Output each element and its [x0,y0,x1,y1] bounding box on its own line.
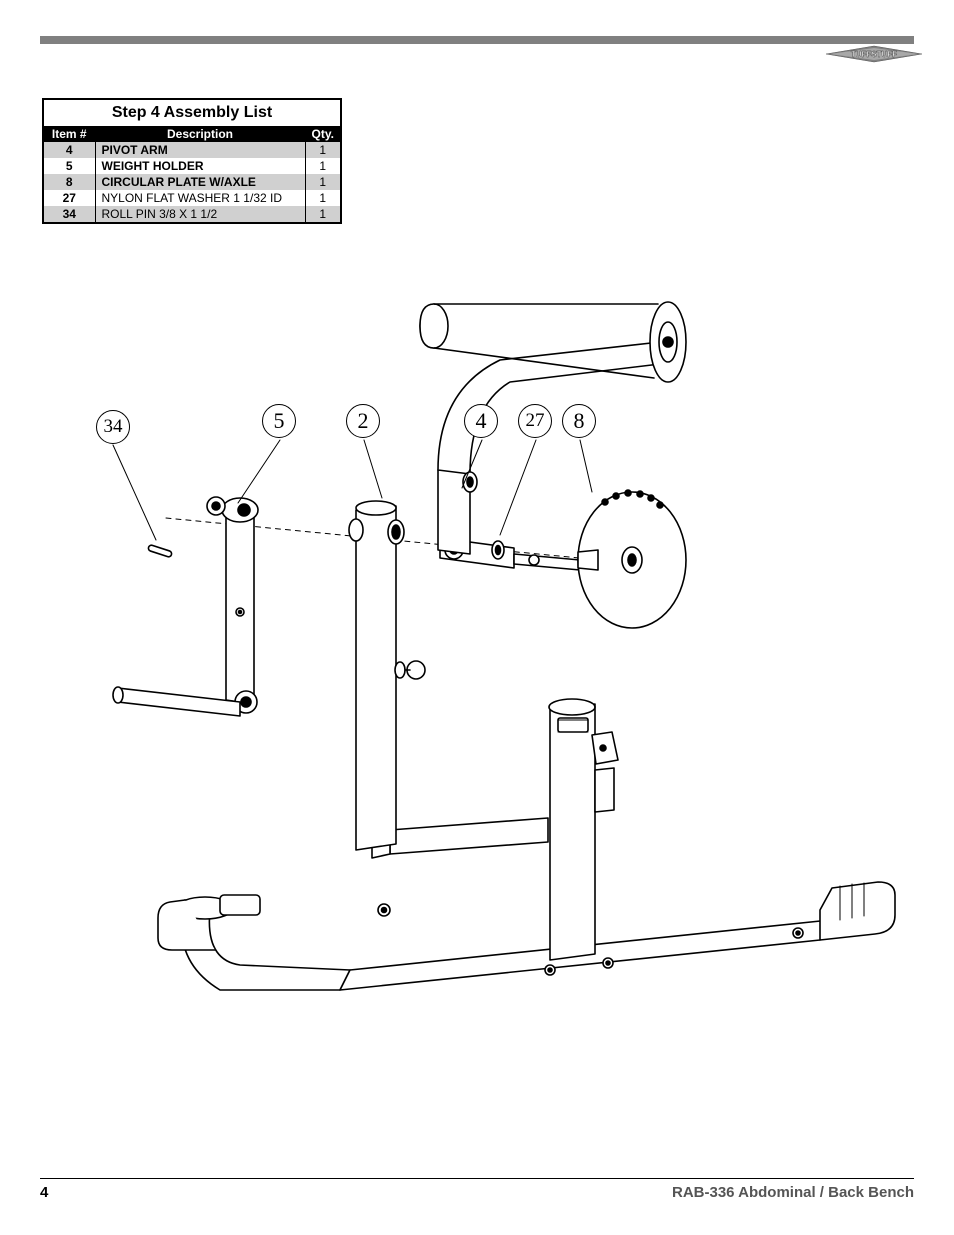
header-bar [40,36,914,44]
col-qty-header: Qty. [305,126,341,142]
cell-desc: CIRCULAR PLATE W/AXLE [95,174,305,190]
footer-rule [40,1178,914,1179]
cell-item: 8 [43,174,95,190]
cell-item: 5 [43,158,95,174]
col-desc-header: Description [95,126,305,142]
assembly-list-table: Step 4 Assembly List Item # Description … [42,98,342,224]
callout-27: 27 [518,404,552,438]
brand-logo: TUFFSTUFF [824,42,924,66]
cell-desc: WEIGHT HOLDER [95,158,305,174]
callout-8: 8 [562,404,596,438]
nylon-washer [492,541,504,559]
circular-plate [514,490,686,628]
roll-pin [148,544,173,557]
cell-qty: 1 [305,174,341,190]
weight-holder [113,497,363,716]
cell-qty: 1 [305,142,341,158]
cell-qty: 1 [305,158,341,174]
table-row: 5WEIGHT HOLDER1 [43,158,341,174]
cell-desc: ROLL PIN 3/8 X 1 1/2 [95,206,305,223]
callout-4: 4 [464,404,498,438]
table-row: 34ROLL PIN 3/8 X 1 1/21 [43,206,341,223]
cell-desc: PIVOT ARM [95,142,305,158]
cell-qty: 1 [305,206,341,223]
table-row: 4PIVOT ARM1 [43,142,341,158]
col-item-header: Item # [43,126,95,142]
callout-2: 2 [346,404,380,438]
table-row: 8CIRCULAR PLATE W/AXLE1 [43,174,341,190]
table-title: Step 4 Assembly List [43,99,341,126]
assembly-diagram: 34 5 2 4 27 8 [40,270,910,1070]
table-row: 27NYLON FLAT WASHER 1 1/32 ID1 [43,190,341,206]
page-number: 4 [40,1184,48,1201]
cell-item: 34 [43,206,95,223]
cell-item: 4 [43,142,95,158]
cell-item: 27 [43,190,95,206]
callout-34: 34 [96,410,130,444]
front-upright [549,699,618,960]
base-assembly [158,882,895,990]
callout-5: 5 [262,404,296,438]
footer-title: RAB-336 Abdominal / Back Bench [672,1184,914,1201]
cell-qty: 1 [305,190,341,206]
svg-text:TUFFSTUFF: TUFFSTUFF [851,50,897,59]
cell-desc: NYLON FLAT WASHER 1 1/32 ID [95,190,305,206]
